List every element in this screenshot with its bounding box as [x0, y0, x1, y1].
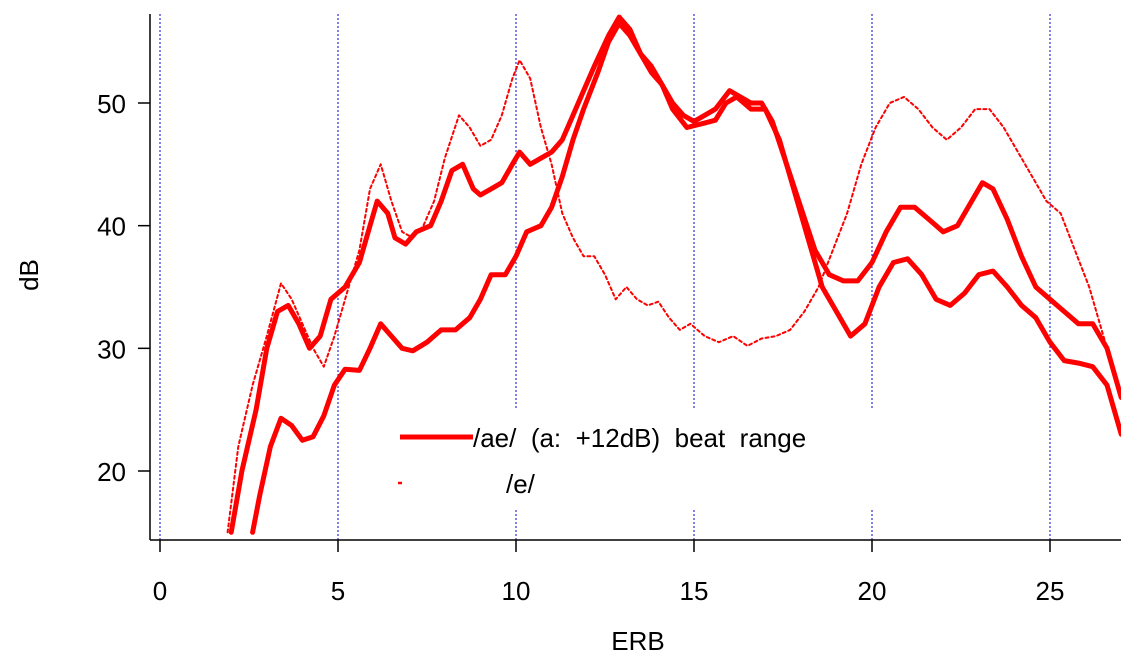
- legend: /ae/ (a: +12dB) beat range /e/: [398, 423, 806, 499]
- x-tick-label-5: 5: [331, 576, 345, 606]
- x-tick-label-25: 25: [1036, 576, 1065, 606]
- series-line-2: [250, 20, 1121, 535]
- ticks: 0 5 10 15 20 25 20 30 40 50: [97, 89, 1064, 606]
- legend-background: [395, 410, 1015, 508]
- axes: [149, 14, 1121, 541]
- series-layer: [226, 14, 1121, 535]
- legend-label-e: /e/: [506, 469, 536, 499]
- x-tick-label-15: 15: [680, 576, 709, 606]
- x-tick-label-0: 0: [153, 576, 167, 606]
- x-tick-label-20: 20: [858, 576, 887, 606]
- y-tick-label-30: 30: [97, 334, 126, 364]
- y-tick-label-20: 20: [97, 457, 126, 487]
- y-axis-title: dB: [14, 259, 44, 291]
- y-tick-label-40: 40: [97, 212, 126, 242]
- series-line-3: [226, 59, 1121, 534]
- legend-label-ae: /ae/ (a: +12dB) beat range: [473, 423, 806, 453]
- x-tick-label-10: 10: [502, 576, 531, 606]
- y-tick-label-50: 50: [97, 89, 126, 119]
- x-axis-title: ERB: [611, 626, 664, 656]
